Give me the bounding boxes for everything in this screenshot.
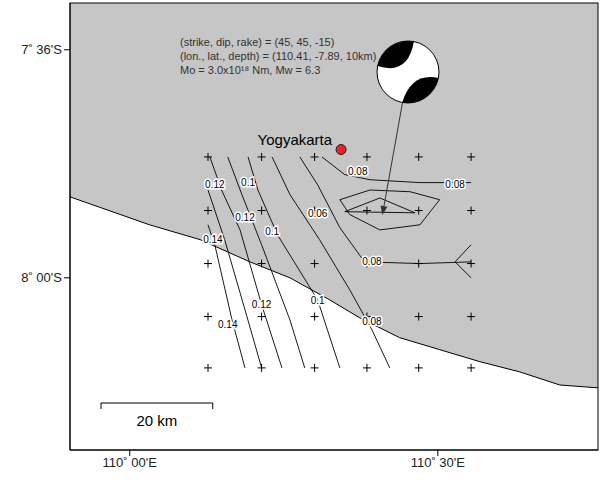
svg-text:0.1: 0.1: [241, 177, 255, 188]
svg-text:0.06: 0.06: [308, 208, 328, 219]
svg-text:Yogyakarta: Yogyakarta: [258, 131, 333, 148]
svg-text:(lon., lat., depth) = (110.41,: (lon., lat., depth) = (110.41, -7.89, 10…: [180, 50, 376, 62]
svg-text:0.14: 0.14: [203, 234, 223, 245]
svg-text:0.08: 0.08: [362, 316, 382, 327]
svg-text:0.08: 0.08: [445, 179, 465, 190]
svg-text:0.12: 0.12: [205, 179, 225, 190]
svg-text:0.08: 0.08: [348, 166, 368, 177]
svg-text:0.1: 0.1: [311, 295, 325, 306]
svg-text:0.14: 0.14: [218, 319, 238, 330]
svg-text:110˚ 00'E: 110˚ 00'E: [103, 455, 158, 470]
svg-text:0.12: 0.12: [235, 212, 255, 223]
svg-text:(strike, dip, rake) = (45, 45,: (strike, dip, rake) = (45, 45, -15): [180, 36, 334, 48]
svg-text:8˚ 00'S: 8˚ 00'S: [21, 270, 62, 285]
svg-text:0.1: 0.1: [265, 226, 279, 237]
svg-text:20 km: 20 km: [136, 412, 177, 429]
svg-text:Mo = 3.0x10¹⁸ Nm, Mw = 6.3: Mo = 3.0x10¹⁸ Nm, Mw = 6.3: [180, 64, 320, 76]
svg-text:0.08: 0.08: [362, 256, 382, 267]
svg-text:0.12: 0.12: [252, 299, 272, 310]
svg-text:110˚ 30'E: 110˚ 30'E: [411, 455, 466, 470]
svg-text:7˚ 36'S: 7˚ 36'S: [21, 42, 62, 57]
